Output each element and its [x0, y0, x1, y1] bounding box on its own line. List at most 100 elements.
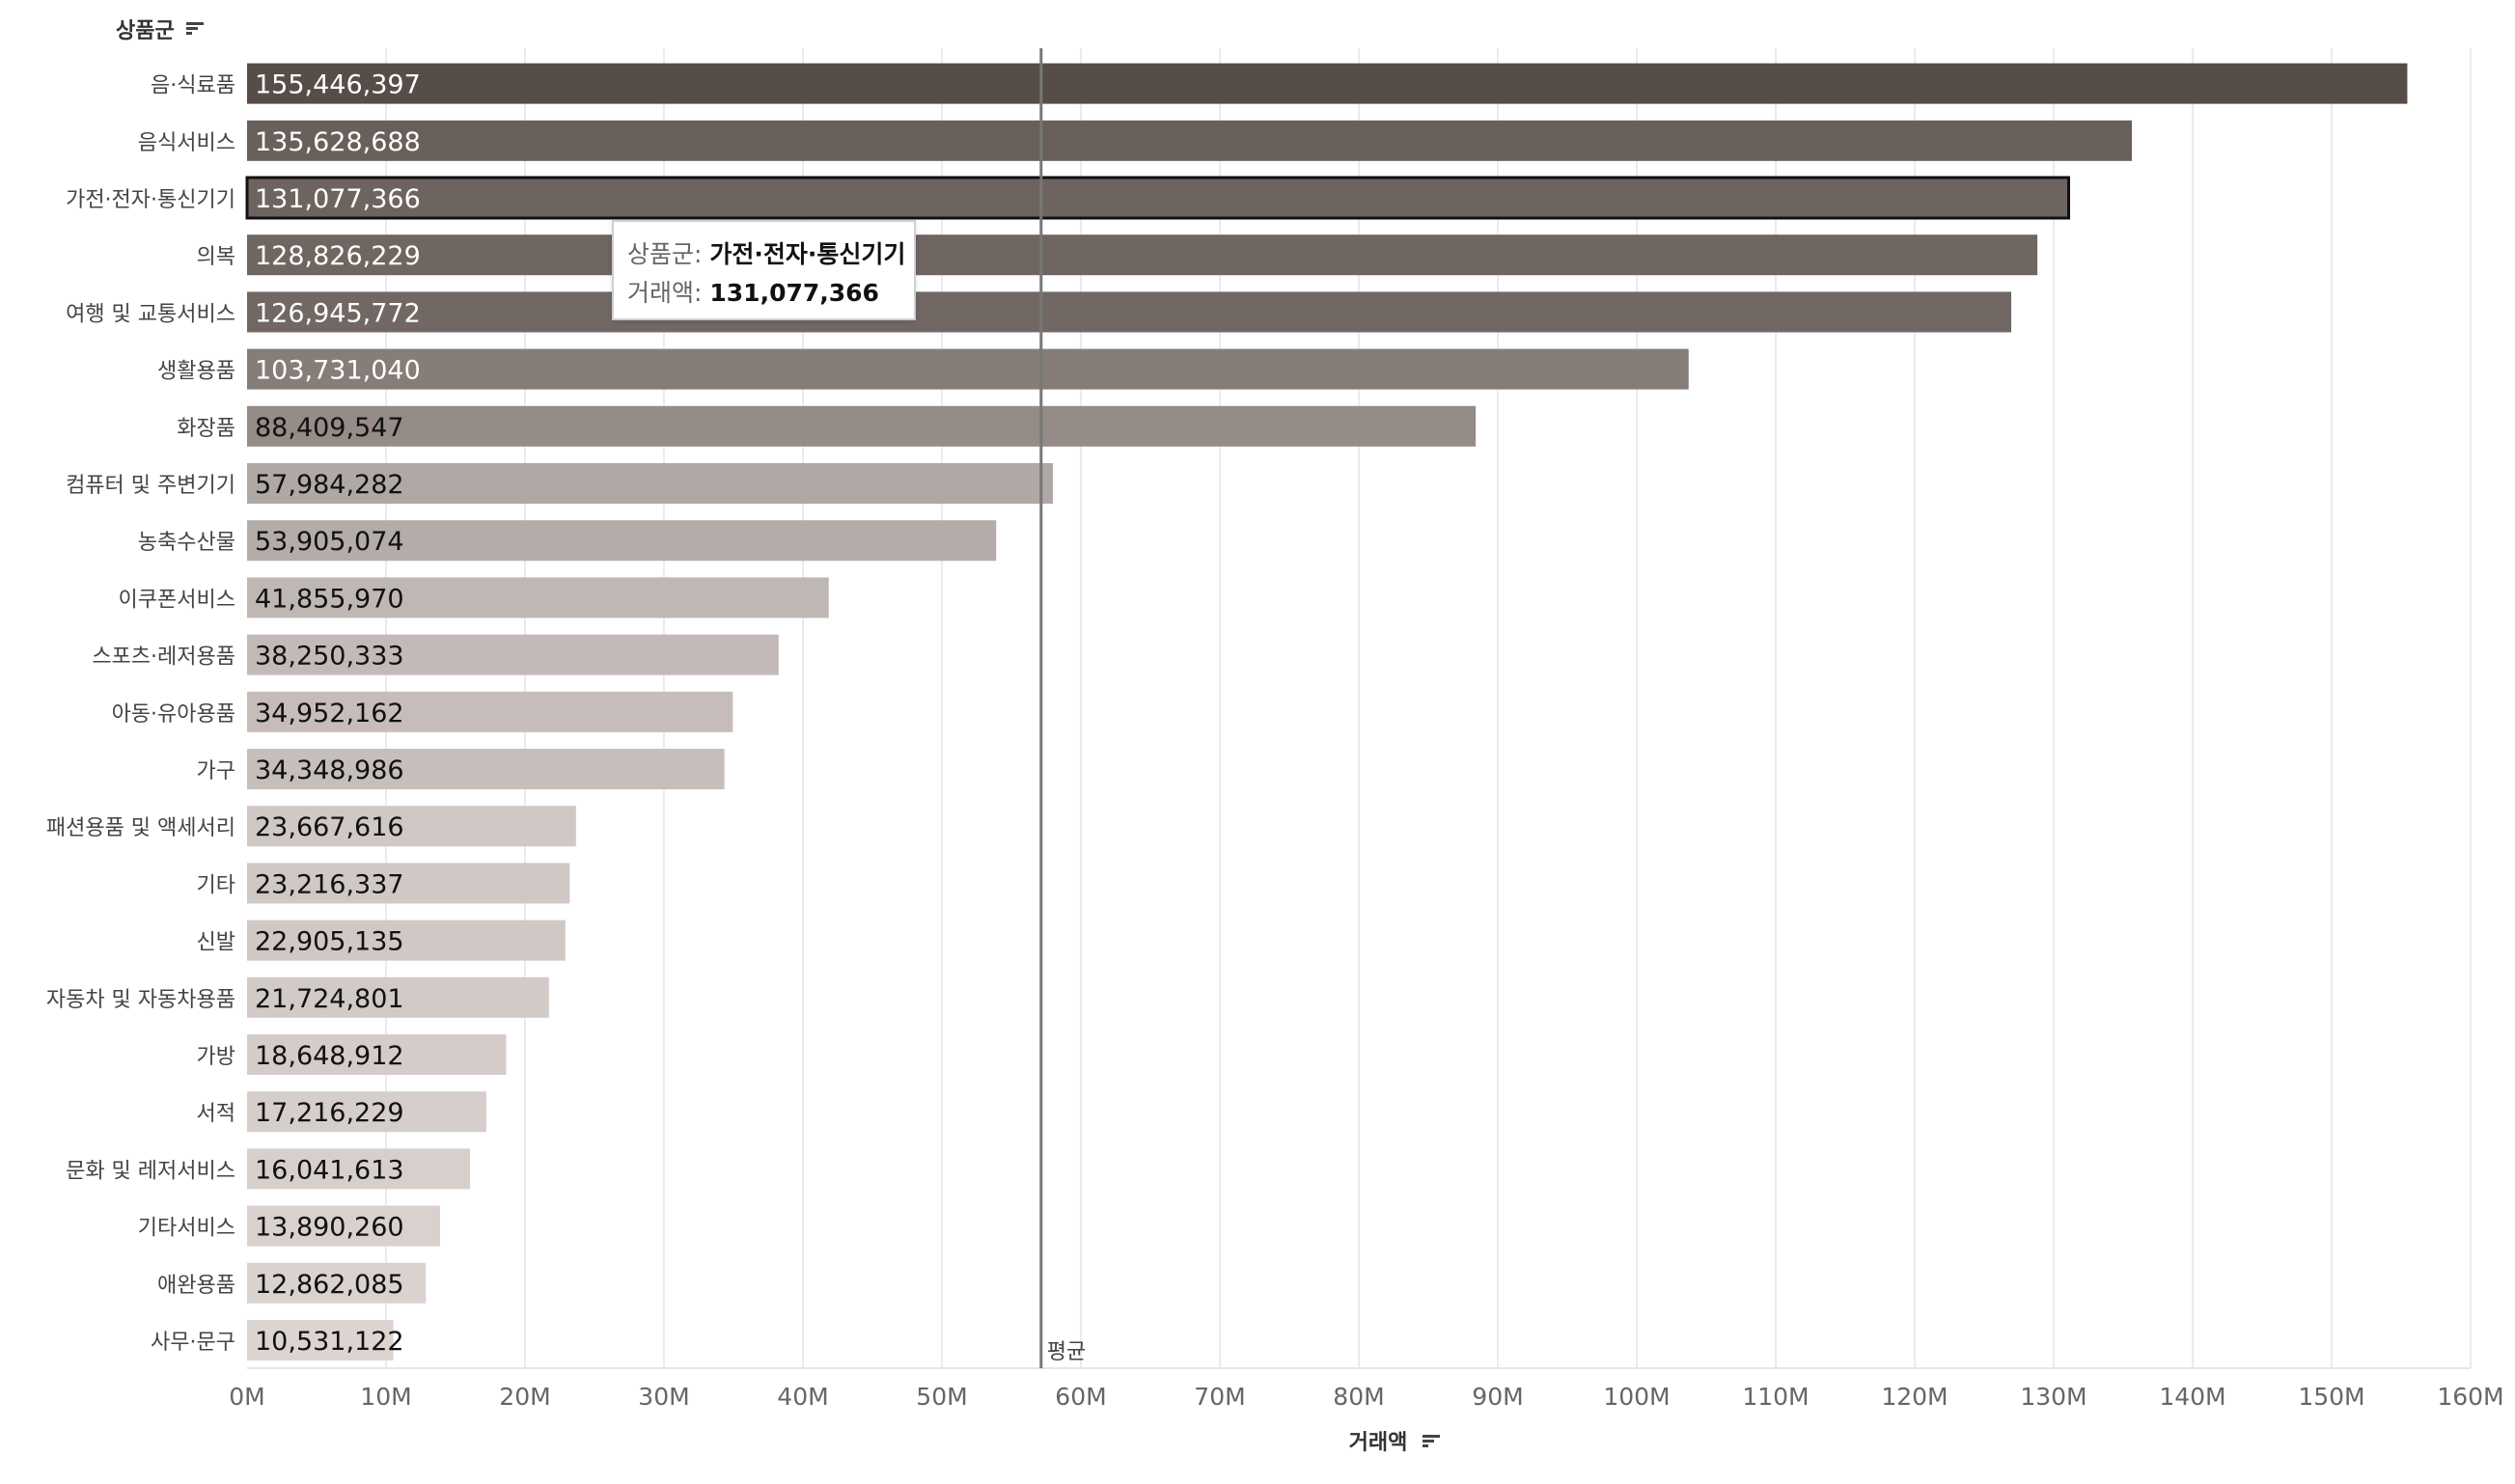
category-label: 스포츠·레저용품 — [92, 646, 235, 670]
category-label: 생활용품 — [157, 360, 235, 384]
bar[interactable] — [247, 1320, 394, 1360]
tooltip-row-category: 상품군: 가전·전자·통신기기 — [627, 235, 914, 274]
tooltip-category-label: 상품군: — [627, 240, 703, 268]
x-tick-label: 80M — [1333, 1383, 1384, 1411]
x-tick-label: 150M — [2298, 1383, 2364, 1411]
x-axis-title[interactable]: 거래액 — [1349, 1431, 1408, 1455]
bar[interactable] — [247, 634, 779, 675]
x-tick-label: 160M — [2437, 1383, 2503, 1411]
tooltip-category-value: 가전·전자·통신기기 — [709, 240, 906, 268]
value-label: 38,250,333 — [255, 642, 404, 672]
value-label: 23,667,616 — [255, 812, 404, 842]
x-tick-label: 60M — [1055, 1383, 1106, 1411]
bar[interactable] — [247, 577, 829, 618]
category-label: 기타 — [197, 873, 235, 897]
category-label: 여행 및 교통서비스 — [66, 302, 235, 326]
x-tick-label: 30M — [638, 1383, 689, 1411]
x-tick-label: 120M — [1881, 1383, 1948, 1411]
value-label: 21,724,801 — [255, 984, 404, 1014]
category-label: 신발 — [197, 931, 235, 955]
category-label: 가구 — [197, 759, 235, 783]
bar[interactable] — [247, 806, 576, 847]
sort-descending-icon[interactable] — [1423, 1435, 1440, 1447]
category-label: 문화 및 레저서비스 — [66, 1159, 235, 1183]
bar[interactable] — [247, 463, 1053, 504]
value-label: 22,905,135 — [255, 927, 404, 957]
bar[interactable] — [247, 1148, 470, 1190]
category-label: 음식서비스 — [138, 131, 235, 155]
category-label: 아동·유아용품 — [112, 702, 235, 727]
bar[interactable] — [247, 976, 549, 1018]
sort-descending-icon[interactable] — [186, 22, 204, 35]
category-label: 의복 — [197, 245, 235, 269]
category-label: 농축수산물 — [138, 531, 235, 555]
bar[interactable] — [247, 291, 2012, 333]
category-label: 사무·문구 — [151, 1331, 235, 1355]
value-label: 135,628,688 — [255, 127, 421, 157]
tooltip-row-value: 거래액: 131,077,366 — [627, 274, 914, 313]
category-label: 가방 — [197, 1045, 235, 1069]
value-label: 12,862,085 — [255, 1270, 404, 1300]
bar[interactable] — [247, 234, 2038, 276]
bar[interactable] — [247, 691, 733, 732]
x-tick-label: 90M — [1472, 1383, 1523, 1411]
bar[interactable] — [247, 749, 725, 789]
category-label: 가전·전자·통신기기 — [66, 188, 235, 212]
category-label: 화장품 — [177, 417, 235, 441]
x-tick-label: 100M — [1603, 1383, 1670, 1411]
x-tick-label: 140M — [2159, 1383, 2225, 1411]
value-label: 57,984,282 — [255, 470, 404, 500]
category-label: 이쿠폰서비스 — [119, 588, 235, 612]
bar[interactable] — [247, 405, 1477, 447]
value-label: 126,945,772 — [255, 298, 421, 328]
value-label: 18,648,912 — [255, 1041, 404, 1071]
x-tick-label: 0M — [229, 1383, 264, 1411]
y-axis-header[interactable]: 상품군 — [116, 19, 175, 43]
tooltip-value-value: 131,077,366 — [709, 279, 879, 307]
bar[interactable] — [245, 176, 2071, 220]
value-label: 53,905,074 — [255, 527, 404, 557]
value-label: 155,446,397 — [255, 70, 421, 100]
value-label: 103,731,040 — [255, 356, 421, 386]
average-reference-label: 평균 — [1047, 1340, 1086, 1364]
category-label: 서적 — [197, 1102, 235, 1126]
x-tick-label: 20M — [499, 1383, 550, 1411]
value-label: 88,409,547 — [255, 413, 404, 443]
bar[interactable] — [247, 63, 2408, 104]
bar[interactable] — [247, 1205, 441, 1247]
tooltip-value-label: 거래액: — [627, 279, 703, 307]
x-tick-label: 70M — [1194, 1383, 1245, 1411]
x-tick-label: 50M — [916, 1383, 967, 1411]
category-label: 컴퓨터 및 주변기기 — [66, 474, 235, 498]
x-tick-label: 10M — [360, 1383, 411, 1411]
value-label: 131,077,366 — [255, 184, 421, 214]
x-tick-label: 110M — [1742, 1383, 1809, 1411]
category-label: 기타서비스 — [138, 1217, 235, 1241]
bar[interactable] — [247, 920, 566, 961]
value-label: 13,890,260 — [255, 1213, 404, 1243]
value-label: 34,348,986 — [255, 756, 404, 785]
bar[interactable] — [247, 1091, 486, 1133]
value-label: 34,952,162 — [255, 699, 404, 728]
value-label: 41,855,970 — [255, 584, 404, 614]
bar[interactable] — [247, 348, 1689, 390]
x-tick-label: 130M — [2020, 1383, 2087, 1411]
bar[interactable] — [247, 863, 570, 904]
category-label: 패션용품 및 액세서리 — [46, 816, 235, 840]
bar[interactable] — [247, 120, 2133, 161]
value-label: 17,216,229 — [255, 1098, 404, 1128]
value-label: 10,531,122 — [255, 1327, 404, 1357]
bar[interactable] — [247, 1034, 507, 1075]
bar[interactable] — [247, 520, 997, 562]
bar[interactable] — [247, 1262, 427, 1304]
category-label: 애완용품 — [157, 1274, 235, 1298]
category-label: 음·식료품 — [151, 74, 235, 98]
value-label: 16,041,613 — [255, 1155, 404, 1185]
category-label: 자동차 및 자동차용품 — [46, 988, 235, 1012]
x-tick-label: 40M — [777, 1383, 828, 1411]
value-label: 23,216,337 — [255, 869, 404, 899]
value-label: 128,826,229 — [255, 241, 421, 271]
tooltip: 상품군: 가전·전자·통신기기 거래액: 131,077,366 — [612, 220, 916, 320]
